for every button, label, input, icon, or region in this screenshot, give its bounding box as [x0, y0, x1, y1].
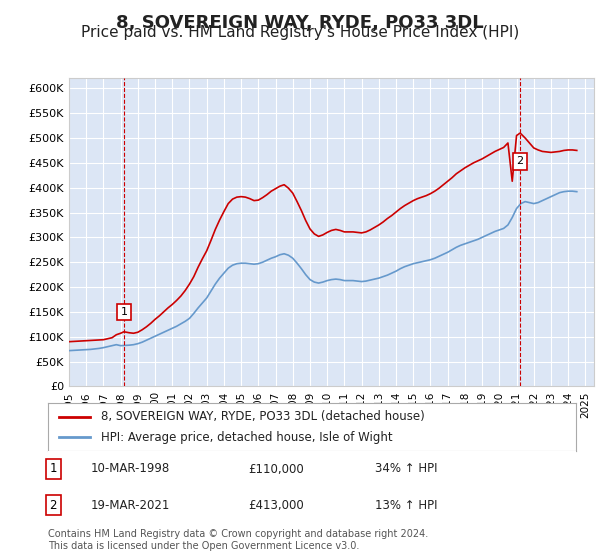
Text: Price paid vs. HM Land Registry's House Price Index (HPI): Price paid vs. HM Land Registry's House …: [81, 25, 519, 40]
Text: 8, SOVEREIGN WAY, RYDE, PO33 3DL: 8, SOVEREIGN WAY, RYDE, PO33 3DL: [116, 14, 484, 32]
Text: 8, SOVEREIGN WAY, RYDE, PO33 3DL (detached house): 8, SOVEREIGN WAY, RYDE, PO33 3DL (detach…: [101, 410, 425, 423]
Text: 19-MAR-2021: 19-MAR-2021: [90, 499, 170, 512]
Text: 13% ↑ HPI: 13% ↑ HPI: [376, 499, 438, 512]
Text: 1: 1: [121, 307, 127, 317]
Text: Contains HM Land Registry data © Crown copyright and database right 2024.
This d: Contains HM Land Registry data © Crown c…: [48, 529, 428, 551]
Text: £413,000: £413,000: [248, 499, 304, 512]
Text: £110,000: £110,000: [248, 463, 304, 475]
Text: 1: 1: [50, 463, 57, 475]
Text: HPI: Average price, detached house, Isle of Wight: HPI: Average price, detached house, Isle…: [101, 431, 392, 444]
Text: 34% ↑ HPI: 34% ↑ HPI: [376, 463, 438, 475]
Text: 2: 2: [50, 499, 57, 512]
Text: 10-MAR-1998: 10-MAR-1998: [90, 463, 169, 475]
Text: 2: 2: [517, 156, 524, 166]
